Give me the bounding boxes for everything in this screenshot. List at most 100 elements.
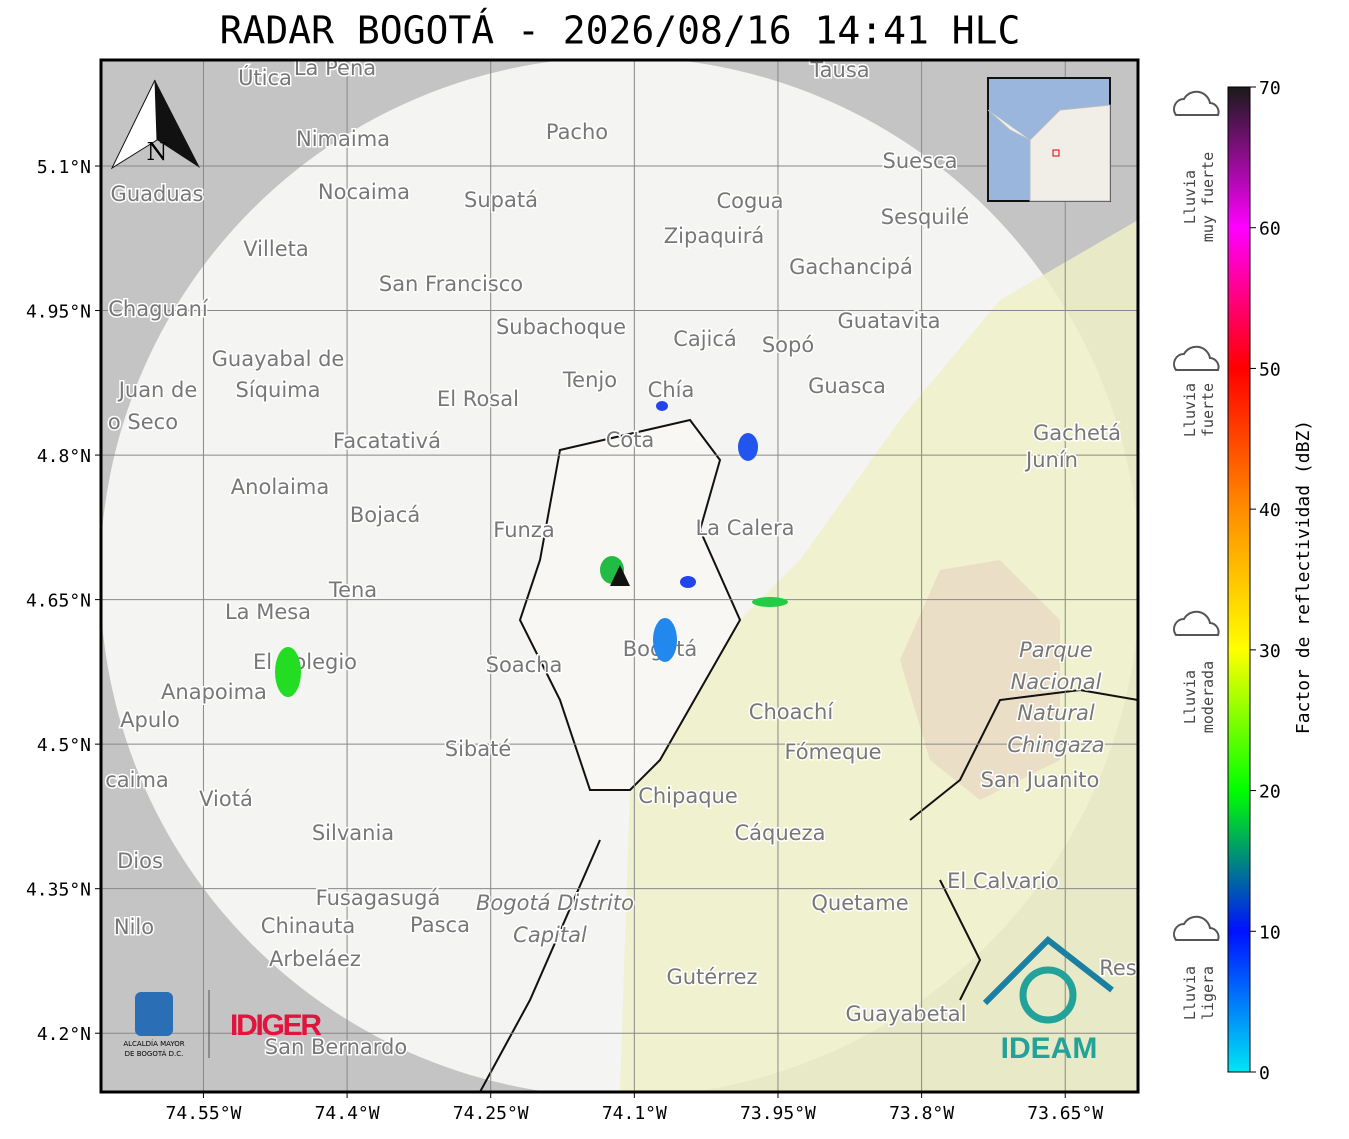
place-label: Chingaza <box>1007 733 1104 757</box>
place-label: Tena <box>328 578 377 602</box>
place-label: Facatativá <box>333 429 441 453</box>
rain-icon <box>1173 345 1220 371</box>
north-arrow-outline <box>110 79 158 170</box>
place-label: Quetame <box>811 891 908 915</box>
place-label: Tenjo <box>562 368 617 392</box>
north-label: N <box>147 138 168 166</box>
place-label: caima <box>105 768 169 792</box>
place-label: Chinauta <box>261 914 355 938</box>
map-frame <box>99 58 1140 1094</box>
rain-level-label: fuerte <box>1199 383 1217 437</box>
eastern-region <box>620 220 1138 1092</box>
grid <box>101 60 1138 1092</box>
rain-icon <box>1173 915 1220 941</box>
place-label: Nimaima <box>296 127 390 151</box>
title: RADAR BOGOTÁ - 2026/08/16 14:41 HLC <box>220 9 1021 53</box>
place-label: Bojacá <box>350 503 420 527</box>
rain-level-label: Lluvia <box>1181 383 1199 437</box>
y-tick-label: 4.2°N <box>37 1024 91 1045</box>
place-label: Capital <box>513 923 587 947</box>
place-label: Villeta <box>243 237 308 261</box>
colorbar-ticks: 0 10 20 30 40 50 60 70 <box>1250 78 1281 1084</box>
boundaries <box>479 688 1138 1092</box>
echo <box>752 597 788 607</box>
place-label: Gutérrez <box>666 965 757 989</box>
alcaldia-text: DE BOGOTÁ D.C. <box>125 1049 184 1058</box>
place-label: Anolaima <box>231 475 329 499</box>
place-label: San Bernardo <box>265 1035 407 1059</box>
place-label: Parque <box>1019 638 1093 662</box>
place-label: Arbeláez <box>269 947 361 971</box>
x-tick-label: 73.65°W <box>1027 1103 1103 1124</box>
colorbar-tick-label: 20 <box>1259 782 1281 803</box>
place-label: Pasca <box>410 913 470 937</box>
place-label: Bogotá Distrito <box>476 891 634 915</box>
place-label: Fusagasugá <box>316 886 441 910</box>
y-tick-label: 4.8°N <box>37 446 91 467</box>
place-label: Cota <box>606 428 655 452</box>
place-label: Junín <box>1024 448 1078 472</box>
x-tick-label: 73.8°W <box>889 1103 954 1124</box>
place-label: Chipaque <box>638 784 738 808</box>
place-label: La Peña <box>294 56 376 80</box>
place-label: Tausa <box>809 58 869 82</box>
x-tick-label: 74.4°W <box>315 1103 380 1124</box>
place-label: El Rosal <box>437 387 519 411</box>
place-label: Gachetá <box>1033 421 1121 445</box>
y-tick-label: 5.1°N <box>37 157 91 178</box>
colorbar-label: Factor de reflectividad (dBZ) <box>1293 420 1314 734</box>
radar-echoes <box>275 401 788 697</box>
place-label: Zipaquirá <box>664 224 764 248</box>
colorbar-tick-label: 60 <box>1259 219 1281 240</box>
place-label: Natural <box>1017 701 1095 725</box>
place-label: Anapoima <box>161 680 267 704</box>
colorbar-tick-label: 50 <box>1259 359 1281 380</box>
place-label: Dios <box>117 849 163 873</box>
axes: 74.55°W 74.4°W 74.25°W 74.1°W 73.95°W 73.8°W 7… <box>26 157 1103 1124</box>
place-label: Cajicá <box>673 327 737 351</box>
echo <box>680 576 696 588</box>
place-label: Funza <box>493 518 554 542</box>
place-label: Guatavita <box>838 309 941 333</box>
north-arrow <box>155 80 200 168</box>
place-label: Pacho <box>546 120 608 144</box>
place-label: Útica <box>238 65 292 90</box>
place-label: Sesquilé <box>881 205 969 229</box>
place-label: Cáqueza <box>735 821 826 845</box>
colorbar-tick-label: 70 <box>1259 78 1281 99</box>
rain-icon <box>1173 610 1220 636</box>
colorbar-tick-label: 10 <box>1259 922 1281 943</box>
place-label: Cogua <box>716 189 783 213</box>
y-tick-label: 4.5°N <box>37 735 91 756</box>
place-label: Guayabetal <box>846 1002 967 1026</box>
x-tick-label: 73.95°W <box>740 1103 816 1124</box>
rain-level-label: Lluvia <box>1181 966 1199 1020</box>
place-label: San Juanito <box>981 768 1100 792</box>
rain-level-label: muy fuerte <box>1199 152 1217 242</box>
place-label: Supatá <box>464 188 538 212</box>
place-label: Subachoque <box>496 315 626 339</box>
x-tick-label: 74.25°W <box>453 1103 529 1124</box>
place-label: Suesca <box>883 149 958 173</box>
colorbar <box>1227 86 1251 1073</box>
place-label: Viotá <box>199 787 253 811</box>
place-label: Sibaté <box>445 737 512 761</box>
inset-marker <box>1052 149 1060 157</box>
inset-land <box>987 104 1111 202</box>
park-area <box>900 560 1060 800</box>
place-label: El Calvario <box>947 869 1059 893</box>
place-label: Sopó <box>762 333 814 357</box>
idiger-logo: IDIGER <box>230 1009 322 1042</box>
place-label: Soacha <box>486 653 563 677</box>
map-area: Útica La Peña Tausa Pacho Nimaima Suesca Guadu… <box>101 56 1138 1092</box>
place-label: Síquima <box>236 378 321 402</box>
place-label: Apulo <box>120 708 180 732</box>
y-tick-label: 4.95°N <box>26 302 91 323</box>
echo <box>738 433 758 461</box>
place-label: Choachí <box>749 700 835 724</box>
echo <box>653 618 677 662</box>
place-label: Silvania <box>312 821 394 845</box>
echo <box>656 401 668 411</box>
